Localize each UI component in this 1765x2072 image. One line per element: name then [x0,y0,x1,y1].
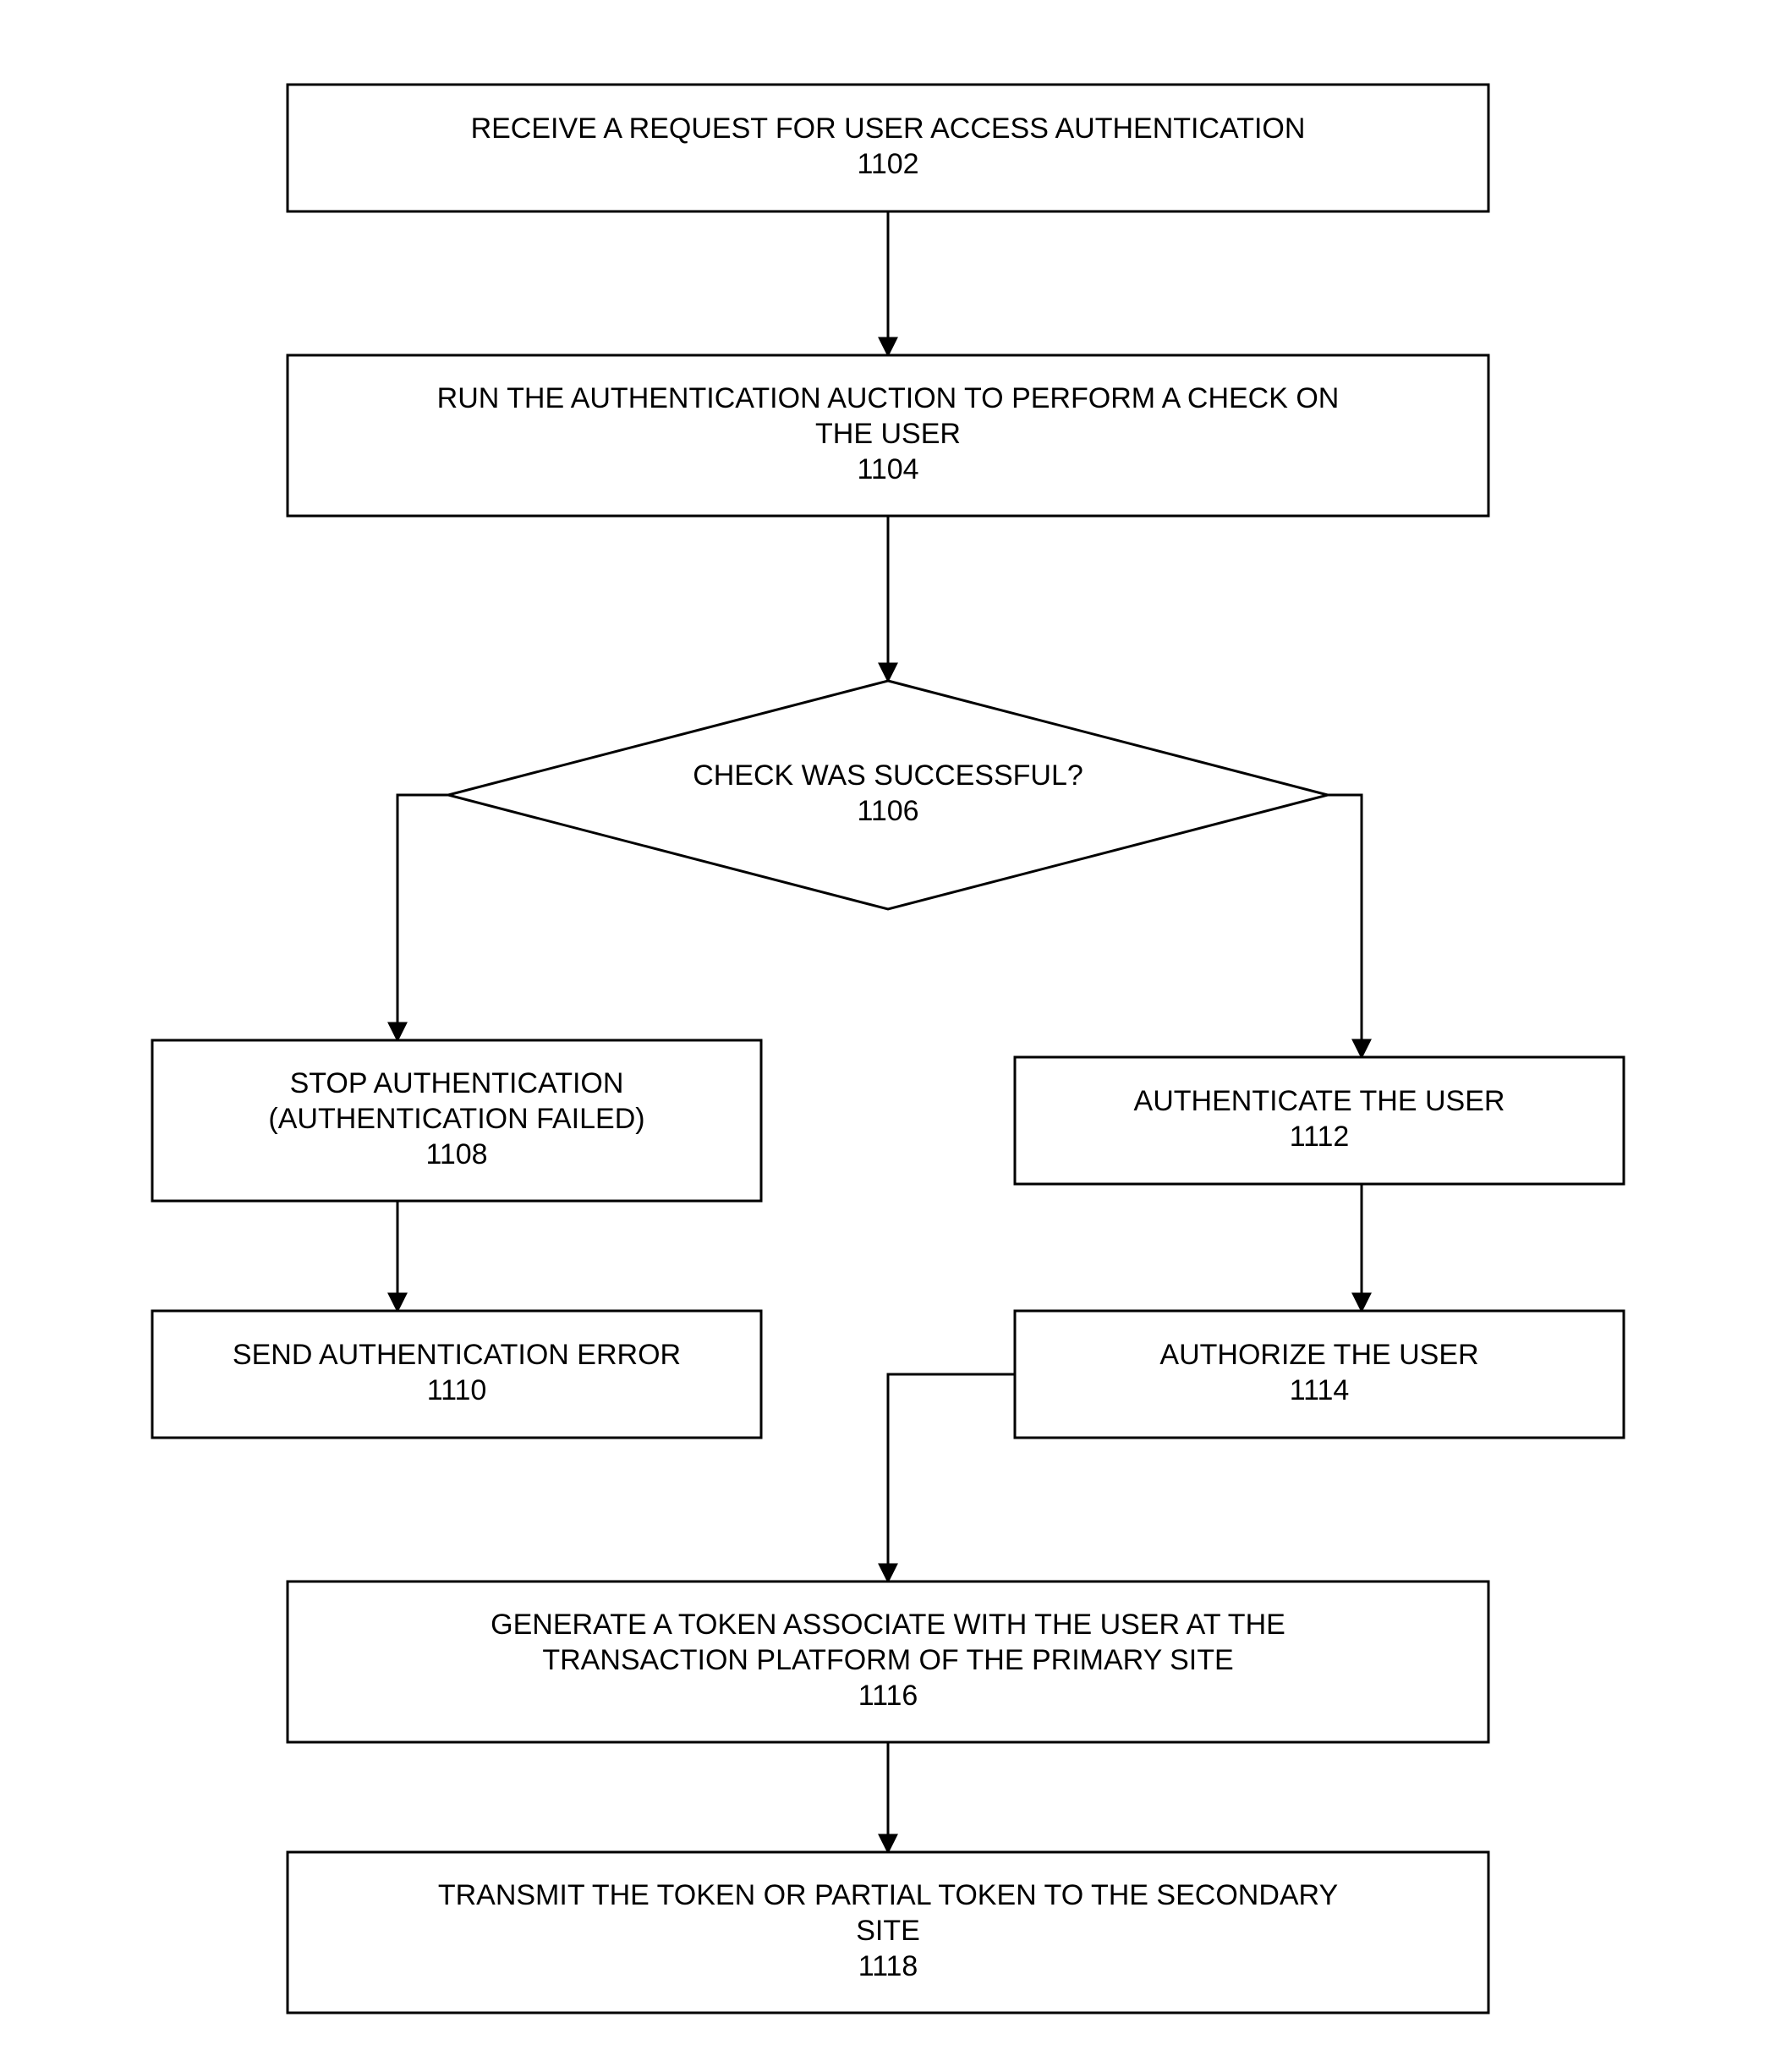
node-n1102-line-1: 1102 [857,148,918,180]
node-n1116-line-0: GENERATE A TOKEN ASSOCIATE WITH THE USER… [491,1609,1285,1641]
node-n1112-line-1: 1112 [1290,1121,1350,1153]
node-n1110: SEND AUTHENTICATION ERROR1110 [152,1311,761,1438]
node-n1114-line-1: 1114 [1290,1374,1350,1406]
node-n1118: TRANSMIT THE TOKEN OR PARTIAL TOKEN TO T… [288,1852,1488,2013]
node-n1104: RUN THE AUTHENTICATION AUCTION TO PERFOR… [288,355,1488,516]
node-n1102: RECEIVE A REQUEST FOR USER ACCESS AUTHEN… [288,85,1488,211]
node-n1116-line-2: 1116 [858,1680,918,1712]
node-n1114: AUTHORIZE THE USER1114 [1015,1311,1624,1438]
node-n1104-line-2: 1104 [857,453,918,485]
edge-n1106-n1108 [397,795,448,1040]
edge-n1114-n1116 [888,1374,1015,1581]
node-n1112: AUTHENTICATE THE USER 1112 [1015,1057,1624,1184]
node-n1118-line-0: TRANSMIT THE TOKEN OR PARTIAL TOKEN TO T… [438,1879,1338,1911]
node-n1116: GENERATE A TOKEN ASSOCIATE WITH THE USER… [288,1581,1488,1742]
node-n1108-line-0: STOP AUTHENTICATION [290,1067,624,1099]
node-n1110-line-1: 1110 [427,1374,487,1406]
node-n1116-line-1: TRANSACTION PLATFORM OF THE PRIMARY SITE [542,1644,1233,1676]
node-n1118-line-2: 1118 [858,1950,918,1982]
flowchart-canvas: RECEIVE A REQUEST FOR USER ACCESS AUTHEN… [0,0,1765,2072]
node-n1102-line-0: RECEIVE A REQUEST FOR USER ACCESS AUTHEN… [471,112,1306,145]
node-n1110-line-0: SEND AUTHENTICATION ERROR [233,1339,681,1371]
node-n1108-line-2: 1108 [425,1138,487,1170]
node-n1118-line-1: SITE [856,1915,920,1947]
node-n1106-line-0: CHECK WAS SUCCESSFUL? [693,759,1083,792]
node-n1104-line-0: RUN THE AUTHENTICATION AUCTION TO PERFOR… [437,382,1340,414]
node-n1108-line-1: (AUTHENTICATION FAILED) [268,1103,644,1135]
node-n1104-line-1: THE USER [815,418,961,450]
node-n1106: CHECK WAS SUCCESSFUL?1106 [448,681,1328,909]
nodes-layer: RECEIVE A REQUEST FOR USER ACCESS AUTHEN… [152,85,1624,2013]
node-n1106-line-1: 1106 [857,795,918,827]
node-n1108: STOP AUTHENTICATION (AUTHENTICATION FAILE… [152,1040,761,1201]
node-n1112-line-0: AUTHENTICATE THE USER [1134,1085,1505,1117]
node-n1114-line-0: AUTHORIZE THE USER [1159,1339,1478,1371]
edge-n1106-n1112 [1328,795,1362,1057]
